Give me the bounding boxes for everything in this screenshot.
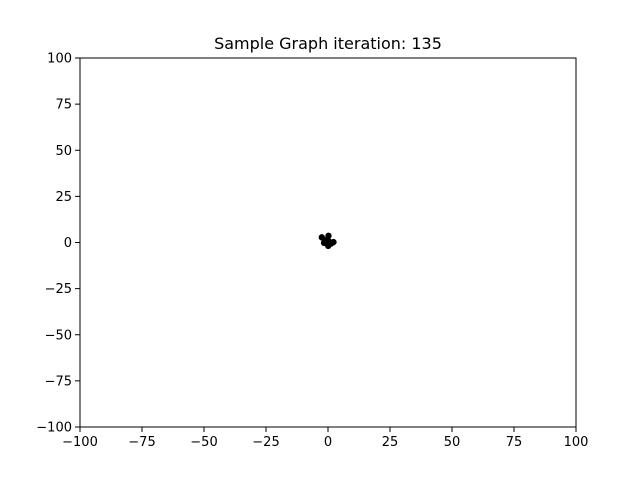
data-point <box>322 237 329 244</box>
points-layer <box>318 232 337 250</box>
x-tick-label: 0 <box>324 435 332 450</box>
y-tick-label: −25 <box>45 282 72 297</box>
y-tick-label: 100 <box>47 52 72 67</box>
x-tick-label: 75 <box>506 435 523 450</box>
x-tick-label: −100 <box>62 435 98 450</box>
x-tick-label: 25 <box>382 435 399 450</box>
y-axis: −100 −75 −50 −25 0 25 50 75 100 <box>36 52 80 436</box>
x-tick-label: −25 <box>252 435 279 450</box>
y-tick-label: −50 <box>45 328 72 343</box>
x-tick-label: −50 <box>190 435 217 450</box>
x-axis: −100 −75 −50 −25 0 25 50 75 100 <box>62 427 588 450</box>
data-point <box>325 232 332 240</box>
y-tick-label: −75 <box>45 374 72 389</box>
y-tick-label: 50 <box>55 144 72 159</box>
y-tick-label: 25 <box>55 190 72 205</box>
data-point <box>327 240 335 247</box>
x-tick-label: 100 <box>564 435 589 450</box>
chart-title: Sample Graph iteration: 135 <box>214 34 442 53</box>
x-tick-label: 50 <box>444 435 461 450</box>
y-tick-label: −100 <box>36 421 72 436</box>
y-tick-label: 0 <box>64 236 72 251</box>
x-tick-label: −75 <box>128 435 155 450</box>
y-tick-label: 75 <box>55 98 72 113</box>
